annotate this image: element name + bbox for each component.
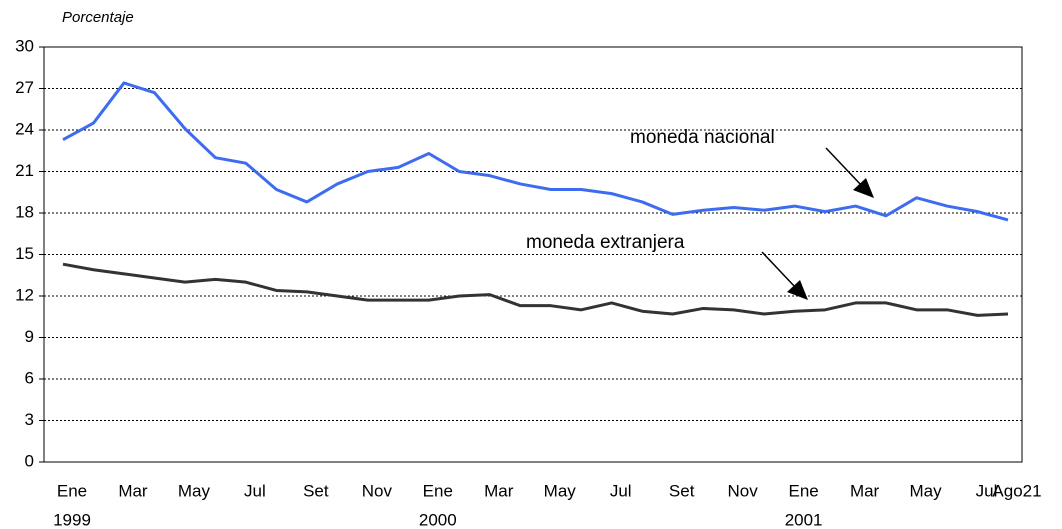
x-tick-label: Ago21 (992, 481, 1041, 500)
y-tick-label: 21 (15, 161, 34, 180)
x-tick-label: Ene (57, 481, 87, 500)
x-tick-label: Set (669, 481, 695, 500)
series-line (62, 81, 1009, 222)
arrow-head (853, 178, 874, 198)
x-tick-label: May (544, 481, 577, 500)
x-tick-label: Mar (484, 481, 514, 500)
y-tick-label: 18 (15, 202, 34, 221)
y-tick-label: 0 (25, 451, 34, 470)
x-tick-label: Mar (118, 481, 148, 500)
year-label: 2000 (419, 510, 457, 529)
series-label: moneda nacional (630, 127, 775, 148)
y-tick-label: 30 (15, 36, 34, 55)
series-label: moneda extranjera (526, 232, 685, 253)
y-tick-label: 3 (25, 410, 34, 429)
y-tick-label: 9 (25, 327, 34, 346)
x-tick-label: Nov (728, 481, 759, 500)
x-tick-label: Nov (362, 481, 393, 500)
y-tick-label: 15 (15, 244, 34, 263)
year-label: 1999 (53, 510, 91, 529)
x-tick-label: Jul (610, 481, 632, 500)
x-tick-label: Jul (976, 481, 998, 500)
y-tick-label: 24 (15, 119, 34, 138)
arrow (761, 251, 797, 289)
x-tick-label: Mar (850, 481, 880, 500)
x-tick-label: Set (303, 481, 329, 500)
x-tick-label: May (909, 481, 942, 500)
x-tick-label: Ene (423, 481, 453, 500)
arrow-head (787, 280, 808, 300)
series-line (62, 262, 1009, 317)
y-tick-label: 6 (25, 368, 34, 387)
year-label: 2001 (785, 510, 823, 529)
x-tick-label: Jul (244, 481, 266, 500)
arrow (825, 147, 863, 187)
y-tick-label: 27 (15, 78, 34, 97)
x-tick-label: May (178, 481, 211, 500)
y-axis-label: Porcentaje (62, 9, 134, 26)
y-tick-label: 12 (15, 285, 34, 304)
x-tick-label: Ene (788, 481, 818, 500)
